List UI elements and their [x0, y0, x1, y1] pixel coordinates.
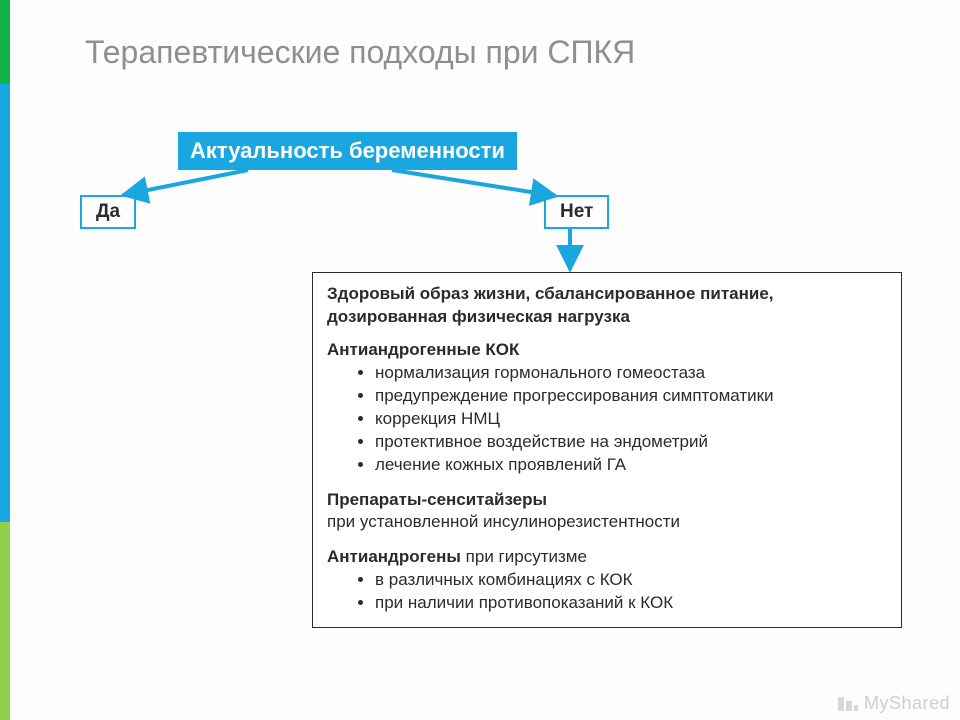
page-title: Терапевтические подходы при СПКЯ — [85, 34, 635, 71]
stripe-lime-bottom — [0, 522, 10, 720]
watermark-logo-icon — [836, 695, 858, 713]
sens-line: при установленной инсулинорезистентности — [327, 512, 680, 531]
list-item: нормализация гормонального гомеостаза — [375, 362, 887, 385]
stripe-blue-mid — [0, 84, 10, 522]
sens-header: Препараты-сенситайзеры — [327, 490, 547, 509]
option-yes: Да — [80, 195, 136, 229]
list-item: протективное воздействие на эндометрий — [375, 431, 887, 454]
decision-node: Актуальность беременности — [178, 132, 517, 170]
watermark: MyShared — [836, 693, 950, 714]
list-item: лечение кожных проявлений ГА — [375, 454, 887, 477]
arrow-to-yes — [123, 170, 248, 195]
watermark-text: MyShared — [864, 693, 950, 714]
stripe-green-top — [0, 0, 10, 84]
antiandr-list: в различных комбинациях с КОК при наличи… — [327, 569, 887, 615]
lifestyle-line: Здоровый образ жизни, сбалансированное п… — [327, 283, 887, 329]
kok-header: Антиандрогенные КОК — [327, 339, 887, 362]
list-item: предупреждение прогрессирования симптома… — [375, 385, 887, 408]
antiandr-header: Антиандрогены — [327, 547, 461, 566]
option-no: Нет — [544, 195, 609, 229]
arrow-to-no — [392, 170, 556, 196]
list-item: коррекция НМЦ — [375, 408, 887, 431]
kok-list: нормализация гормонального гомеостаза пр… — [327, 362, 887, 477]
antiandr-tail: при гирсутизме — [461, 547, 587, 566]
list-item: при наличии противопоказаний к КОК — [375, 592, 887, 615]
detail-box: Здоровый образ жизни, сбалансированное п… — [312, 272, 902, 628]
list-item: в различных комбинациях с КОК — [375, 569, 887, 592]
